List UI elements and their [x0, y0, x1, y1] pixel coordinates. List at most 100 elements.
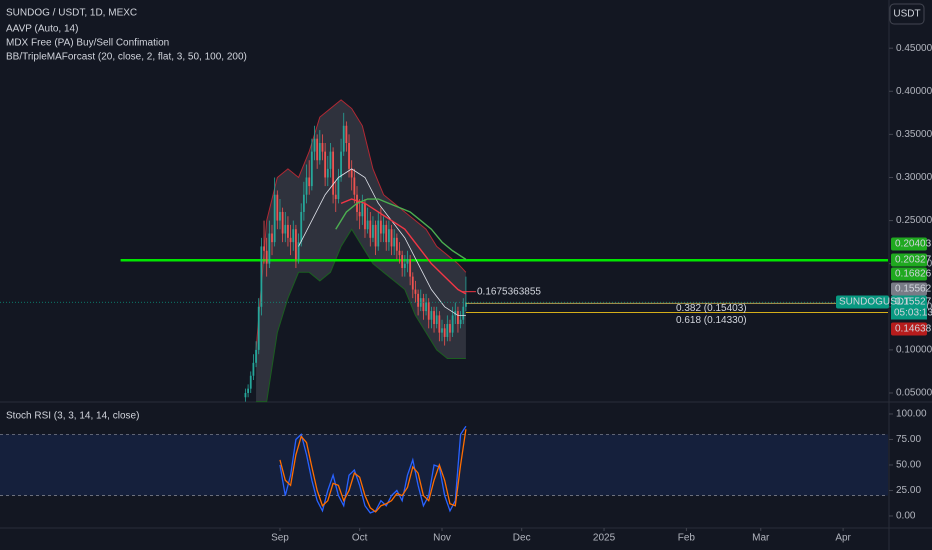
candle-body [401, 255, 404, 268]
candle-body [438, 315, 441, 333]
countdown: 05:03:13 [894, 308, 932, 319]
candle-body [358, 211, 361, 217]
candle-body [465, 302, 467, 307]
y-tick-label: 25.00 [896, 485, 921, 496]
candle-body [369, 220, 372, 238]
indicator-legend: BB/TripleMAForcast (20, close, 2, flat, … [6, 52, 247, 63]
candle-body [422, 298, 425, 312]
fib-label: 0.382 (0.15403) [676, 303, 747, 314]
symbol-label: SUNDOGUSDT [839, 297, 910, 308]
candle-body [353, 177, 356, 195]
price-label: 0.15562 [895, 284, 932, 295]
candle-body [446, 324, 449, 337]
candle-body [377, 220, 380, 247]
x-tick-label: Oct [352, 533, 368, 544]
candle-body [457, 311, 459, 325]
candle-body [430, 311, 433, 320]
countdown-box [891, 306, 927, 320]
candle-body [324, 151, 327, 178]
candle-body [279, 211, 281, 221]
candle-body [414, 289, 417, 294]
candle-body [417, 293, 420, 307]
candle-body [393, 237, 396, 247]
indicator-legend: Stoch RSI (3, 3, 14, 14, close) [6, 411, 139, 422]
band-upper [255, 99, 467, 350]
candle-body [385, 224, 388, 243]
y-tick-label: 75.00 [896, 434, 921, 445]
candle-body [382, 224, 385, 234]
candle-body [297, 242, 300, 260]
candle-body [284, 224, 287, 234]
candle-body [260, 246, 263, 307]
candle-body [332, 151, 334, 195]
candle-body [265, 250, 268, 264]
price-label-box [891, 322, 927, 336]
candle-body [300, 211, 303, 243]
candle-body [329, 151, 332, 169]
candle-body [451, 315, 454, 333]
y-tick-label: 0.35000 [896, 129, 932, 140]
annotation-label: 0.1675363855 [477, 286, 541, 297]
band-fill [256, 99, 466, 402]
candle-body [398, 250, 401, 256]
price-label: 0.16826 [895, 269, 932, 280]
candle-body [340, 151, 342, 178]
indicator-legend: AAVP (Auto, 14) [6, 24, 78, 35]
x-tick-label: Sep [271, 533, 289, 544]
candle-body [271, 233, 273, 243]
currency-button-label[interactable]: USDT [893, 9, 920, 20]
candle-body [334, 194, 337, 200]
price-label: 0.15527 [895, 297, 932, 308]
x-tick-label: Mar [752, 533, 770, 544]
candle-body [433, 311, 435, 325]
price-label: 0.20327 [895, 255, 932, 266]
candle-body [366, 220, 369, 230]
candle-body [337, 177, 340, 200]
x-tick-label: Dec [513, 533, 531, 544]
candle-body [326, 168, 329, 178]
candle-body [374, 224, 377, 247]
candle-body [427, 302, 430, 320]
candle-body [313, 138, 316, 152]
x-tick-label: 2025 [593, 533, 616, 544]
candle-body [459, 319, 462, 325]
candle-body [287, 224, 289, 238]
candle-body [435, 315, 438, 325]
candle-body [395, 237, 398, 251]
indicator-legend: MDX Free (PA) Buy/Sell Confimation [6, 38, 169, 49]
currency-button[interactable] [889, 3, 925, 25]
y-tick-label: 0.30000 [896, 172, 932, 183]
y-tick-label: 50.00 [896, 460, 921, 471]
candle-body [443, 328, 446, 337]
candle-body [380, 220, 382, 234]
candle-body [387, 229, 390, 243]
candle-body [411, 276, 414, 290]
candle-body [310, 151, 313, 187]
candle-body [406, 259, 409, 264]
moving-average [298, 168, 466, 316]
price-label-box [891, 267, 927, 281]
candle-body [249, 375, 252, 389]
candle-body [390, 229, 393, 247]
candle-body [244, 392, 247, 398]
y-tick-label: 0.25000 [896, 215, 932, 226]
price-label-box [891, 253, 927, 267]
y-tick-label: 0.40000 [896, 86, 932, 97]
y-tick-label: 100.00 [896, 409, 927, 420]
candle-body [425, 302, 427, 312]
price-label: 0.14638 [895, 324, 932, 335]
y-tick-label: 0.10000 [896, 345, 932, 356]
candle-body [308, 177, 311, 187]
moving-average [335, 198, 467, 260]
candle-body [462, 306, 465, 320]
candle-body [305, 177, 308, 195]
x-tick-label: Nov [433, 533, 451, 544]
candle-body [302, 194, 305, 212]
fib-label: 0.618 (0.14330) [676, 315, 747, 326]
candle-body [345, 125, 348, 144]
candle-body [273, 194, 276, 243]
x-tick-label: Feb [678, 533, 696, 544]
candle-body [257, 306, 260, 350]
candle-body [449, 324, 451, 333]
